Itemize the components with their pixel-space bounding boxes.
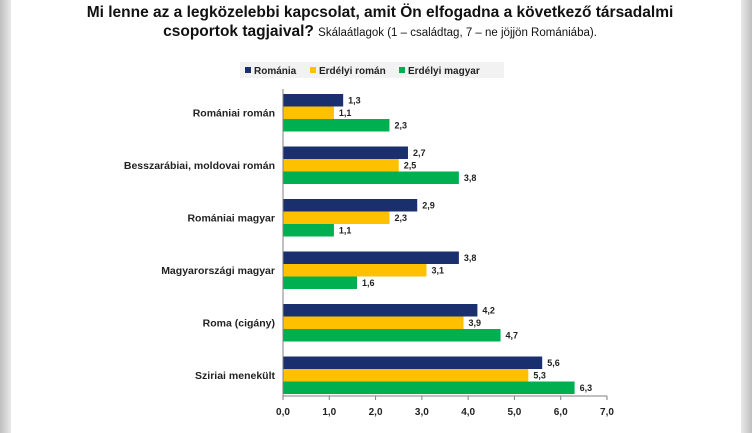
x-tick-label-5: 5,0: [507, 407, 521, 418]
left-border-strip: [0, 0, 11, 433]
data-label-0-2: 2,3: [394, 121, 407, 131]
bar-4-2: [283, 329, 501, 342]
legend-box: [240, 62, 504, 78]
bar-0-2: [283, 119, 390, 132]
data-label-1-2: 3,8: [464, 173, 477, 183]
x-tick-label-4: 4,0: [461, 407, 475, 418]
right-border-strip: [741, 0, 752, 433]
bar-5-0: [283, 356, 543, 369]
legend-swatch-2: [399, 67, 405, 73]
data-label-5-1: 5,3: [533, 371, 546, 381]
bar-1-2: [283, 171, 459, 184]
category-label-5: Sziriai menekült: [195, 370, 275, 382]
legend-swatch-1: [310, 67, 316, 73]
data-label-2-2: 1,1: [339, 226, 352, 236]
data-label-1-1: 2,5: [404, 161, 417, 171]
category-label-2: Romániai magyar: [187, 212, 275, 224]
x-tick-label-3: 3,0: [415, 407, 429, 418]
data-label-5-2: 6,3: [580, 383, 593, 393]
data-label-2-1: 2,3: [394, 213, 407, 223]
x-tick-label-2: 2,0: [369, 407, 383, 418]
category-label-3: Magyarországi magyar: [161, 265, 275, 277]
data-label-3-2: 1,6: [362, 278, 375, 288]
x-tick-label-1: 1,0: [322, 407, 336, 418]
data-label-0-1: 1,1: [339, 108, 352, 118]
category-label-4: Roma (cigány): [203, 317, 275, 329]
bar-1-1: [283, 159, 399, 172]
data-label-3-1: 3,1: [431, 266, 444, 276]
bar-2-1: [283, 211, 390, 224]
chart-title-sub: Skálaátlagok (1 – családtag, 7 – ne jöjj…: [318, 27, 597, 39]
data-label-2-0: 2,9: [422, 201, 435, 211]
bar-3-0: [283, 251, 459, 264]
category-label-0: Romániai román: [193, 107, 275, 119]
legend-swatch-0: [245, 67, 251, 73]
data-label-1-0: 2,7: [413, 148, 426, 158]
bar-2-0: [283, 199, 418, 212]
data-label-3-0: 3,8: [464, 253, 477, 263]
data-label-4-1: 3,9: [469, 318, 482, 328]
chart-title-main: Mi lenne az a legközelebbi kapcsolat, am…: [86, 4, 674, 40]
bar-3-2: [283, 276, 358, 289]
bar-1-0: [283, 146, 408, 159]
legend-label-2: Erdélyi magyar: [408, 66, 480, 77]
category-label-1: Besszarábiai, moldovai román: [124, 160, 275, 172]
legend-label-0: Románia: [254, 66, 297, 77]
data-label-5-0: 5,6: [547, 358, 560, 368]
data-label-4-2: 4,7: [506, 331, 519, 341]
legend-label-1: Erdélyi román: [319, 66, 386, 77]
bar-4-1: [283, 316, 464, 329]
data-label-4-0: 4,2: [482, 306, 495, 316]
bar-5-2: [283, 381, 575, 394]
x-tick-label-7: 7,0: [600, 407, 614, 418]
data-label-0-0: 1,3: [348, 96, 361, 106]
x-tick-label-0: 0,0: [276, 407, 290, 418]
bar-5-1: [283, 369, 529, 382]
x-tick-label-6: 6,0: [554, 407, 568, 418]
bar-2-2: [283, 224, 334, 237]
bar-3-1: [283, 264, 427, 277]
bar-0-1: [283, 106, 334, 119]
bar-0-0: [283, 94, 344, 107]
chart-title: Mi lenne az a legközelebbi kapcsolat, am…: [80, 3, 680, 43]
bar-4-0: [283, 304, 478, 317]
